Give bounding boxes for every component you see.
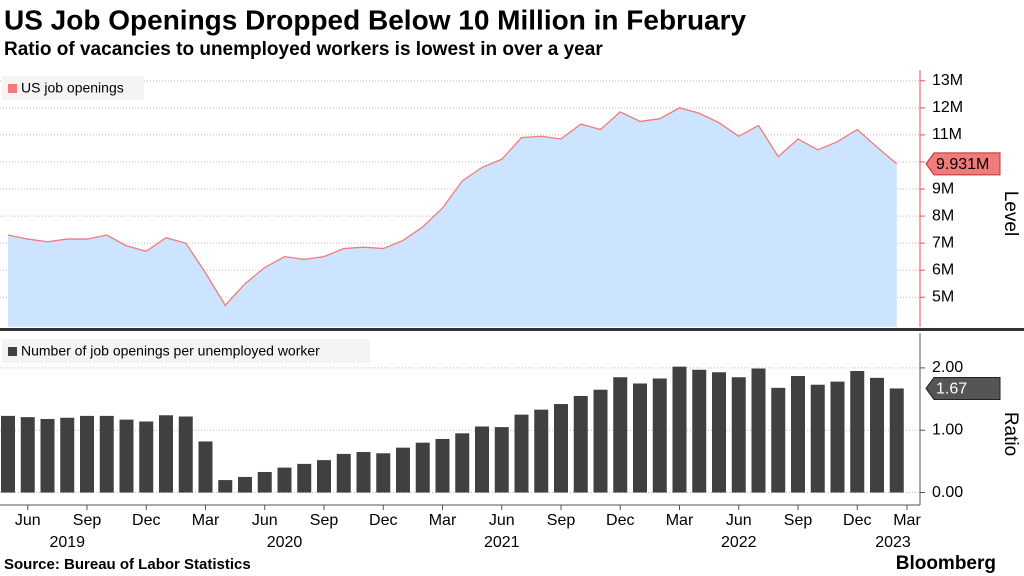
x-tick-label: Jun bbox=[726, 512, 752, 529]
value-tag bbox=[925, 376, 1001, 400]
bar bbox=[40, 419, 55, 493]
bar bbox=[455, 433, 470, 493]
y-tick-label: 2.00 bbox=[932, 359, 963, 376]
y-tick-label: 7M bbox=[932, 234, 954, 251]
bar bbox=[218, 480, 233, 493]
bar bbox=[830, 381, 845, 493]
bar bbox=[1, 415, 15, 493]
bar bbox=[277, 467, 292, 493]
bar bbox=[198, 441, 213, 493]
bar bbox=[139, 421, 154, 493]
y-tick-label: 0.00 bbox=[932, 484, 963, 501]
bar bbox=[435, 438, 450, 493]
x-tick-label: Sep bbox=[784, 512, 813, 529]
bar bbox=[652, 378, 667, 493]
legend-swatch bbox=[8, 84, 17, 93]
year-label: 2020 bbox=[267, 534, 303, 551]
line bbox=[7, 107, 898, 307]
bar bbox=[593, 389, 608, 493]
bar bbox=[257, 471, 272, 493]
year-label: 2019 bbox=[49, 534, 85, 551]
legend-box bbox=[2, 76, 144, 100]
y-tick-label: 13M bbox=[932, 72, 963, 89]
x-tick-label: Sep bbox=[73, 512, 102, 529]
bar bbox=[396, 447, 410, 493]
year-label: 2023 bbox=[875, 534, 911, 551]
chart-title: US Job Openings Dropped Below 10 Million… bbox=[4, 4, 747, 35]
bar bbox=[613, 377, 628, 493]
bar bbox=[791, 376, 805, 493]
bar bbox=[415, 442, 430, 493]
x-tick-label: Mar bbox=[893, 512, 921, 529]
bar bbox=[159, 415, 173, 493]
y-tick-label: 6M bbox=[932, 261, 954, 278]
x-tick-label: Jun bbox=[489, 512, 515, 529]
year-label: 2022 bbox=[721, 534, 757, 551]
bar bbox=[475, 426, 489, 493]
year-label: 2021 bbox=[484, 534, 520, 551]
bar bbox=[20, 417, 35, 493]
area bbox=[8, 107, 897, 328]
y-tick-label: 9M bbox=[932, 180, 954, 197]
bar bbox=[731, 377, 746, 493]
bar bbox=[633, 383, 647, 493]
x-tick-label: Jun bbox=[15, 512, 41, 529]
source: Source: Bureau of Labor Statistics bbox=[4, 556, 251, 573]
bar bbox=[238, 476, 252, 493]
x-tick-label: Sep bbox=[547, 512, 576, 529]
y-tick-label: 11M bbox=[932, 126, 962, 143]
x-tick-label: Dec bbox=[369, 512, 397, 529]
bar bbox=[534, 409, 549, 493]
x-tick-label: Dec bbox=[843, 512, 871, 529]
legend-label: US job openings bbox=[21, 80, 124, 96]
value-label: 1.67 bbox=[936, 381, 967, 398]
bar bbox=[494, 427, 509, 493]
bar bbox=[771, 387, 786, 493]
x-tick-label: Mar bbox=[192, 512, 220, 529]
y-tick-label: 1.00 bbox=[932, 421, 963, 438]
bar bbox=[99, 415, 114, 493]
legend-box bbox=[2, 339, 370, 363]
bar bbox=[60, 417, 75, 493]
brand: Bloomberg bbox=[896, 553, 996, 574]
bar bbox=[870, 377, 884, 493]
bar bbox=[80, 415, 94, 493]
x-tick-label: Mar bbox=[666, 512, 694, 529]
y-tick-label: 8M bbox=[932, 207, 954, 224]
bar bbox=[712, 372, 726, 493]
x-tick-label: Jun bbox=[252, 512, 278, 529]
bar bbox=[336, 453, 351, 493]
chart-subtitle: Ratio of vacancies to unemployed workers… bbox=[4, 39, 603, 60]
bar bbox=[356, 452, 371, 493]
bar bbox=[692, 369, 707, 493]
bar bbox=[514, 414, 529, 493]
bar bbox=[672, 366, 687, 493]
bar bbox=[850, 371, 865, 493]
bar bbox=[297, 463, 312, 493]
bar bbox=[751, 368, 766, 493]
value-label: 9.931M bbox=[936, 156, 989, 173]
bar bbox=[178, 416, 193, 493]
x-tick-label: Sep bbox=[310, 512, 339, 529]
y-tick-label: 5M bbox=[932, 288, 954, 305]
bar bbox=[554, 404, 568, 493]
bar bbox=[810, 384, 825, 493]
y-tick-label: 12M bbox=[932, 99, 963, 116]
legend-swatch bbox=[8, 347, 17, 356]
y-axis-label: Level bbox=[1000, 191, 1021, 236]
legend-label: Number of job openings per unemployed wo… bbox=[21, 343, 320, 359]
bar bbox=[119, 419, 134, 493]
bar bbox=[889, 388, 904, 493]
x-tick-label: Dec bbox=[132, 512, 160, 529]
x-tick-label: Mar bbox=[429, 512, 457, 529]
bar bbox=[317, 460, 331, 493]
bar bbox=[573, 395, 588, 493]
y-axis-label: Ratio bbox=[1000, 412, 1021, 456]
x-tick-label: Dec bbox=[606, 512, 634, 529]
value-tag bbox=[925, 152, 1001, 176]
bar bbox=[376, 453, 391, 493]
